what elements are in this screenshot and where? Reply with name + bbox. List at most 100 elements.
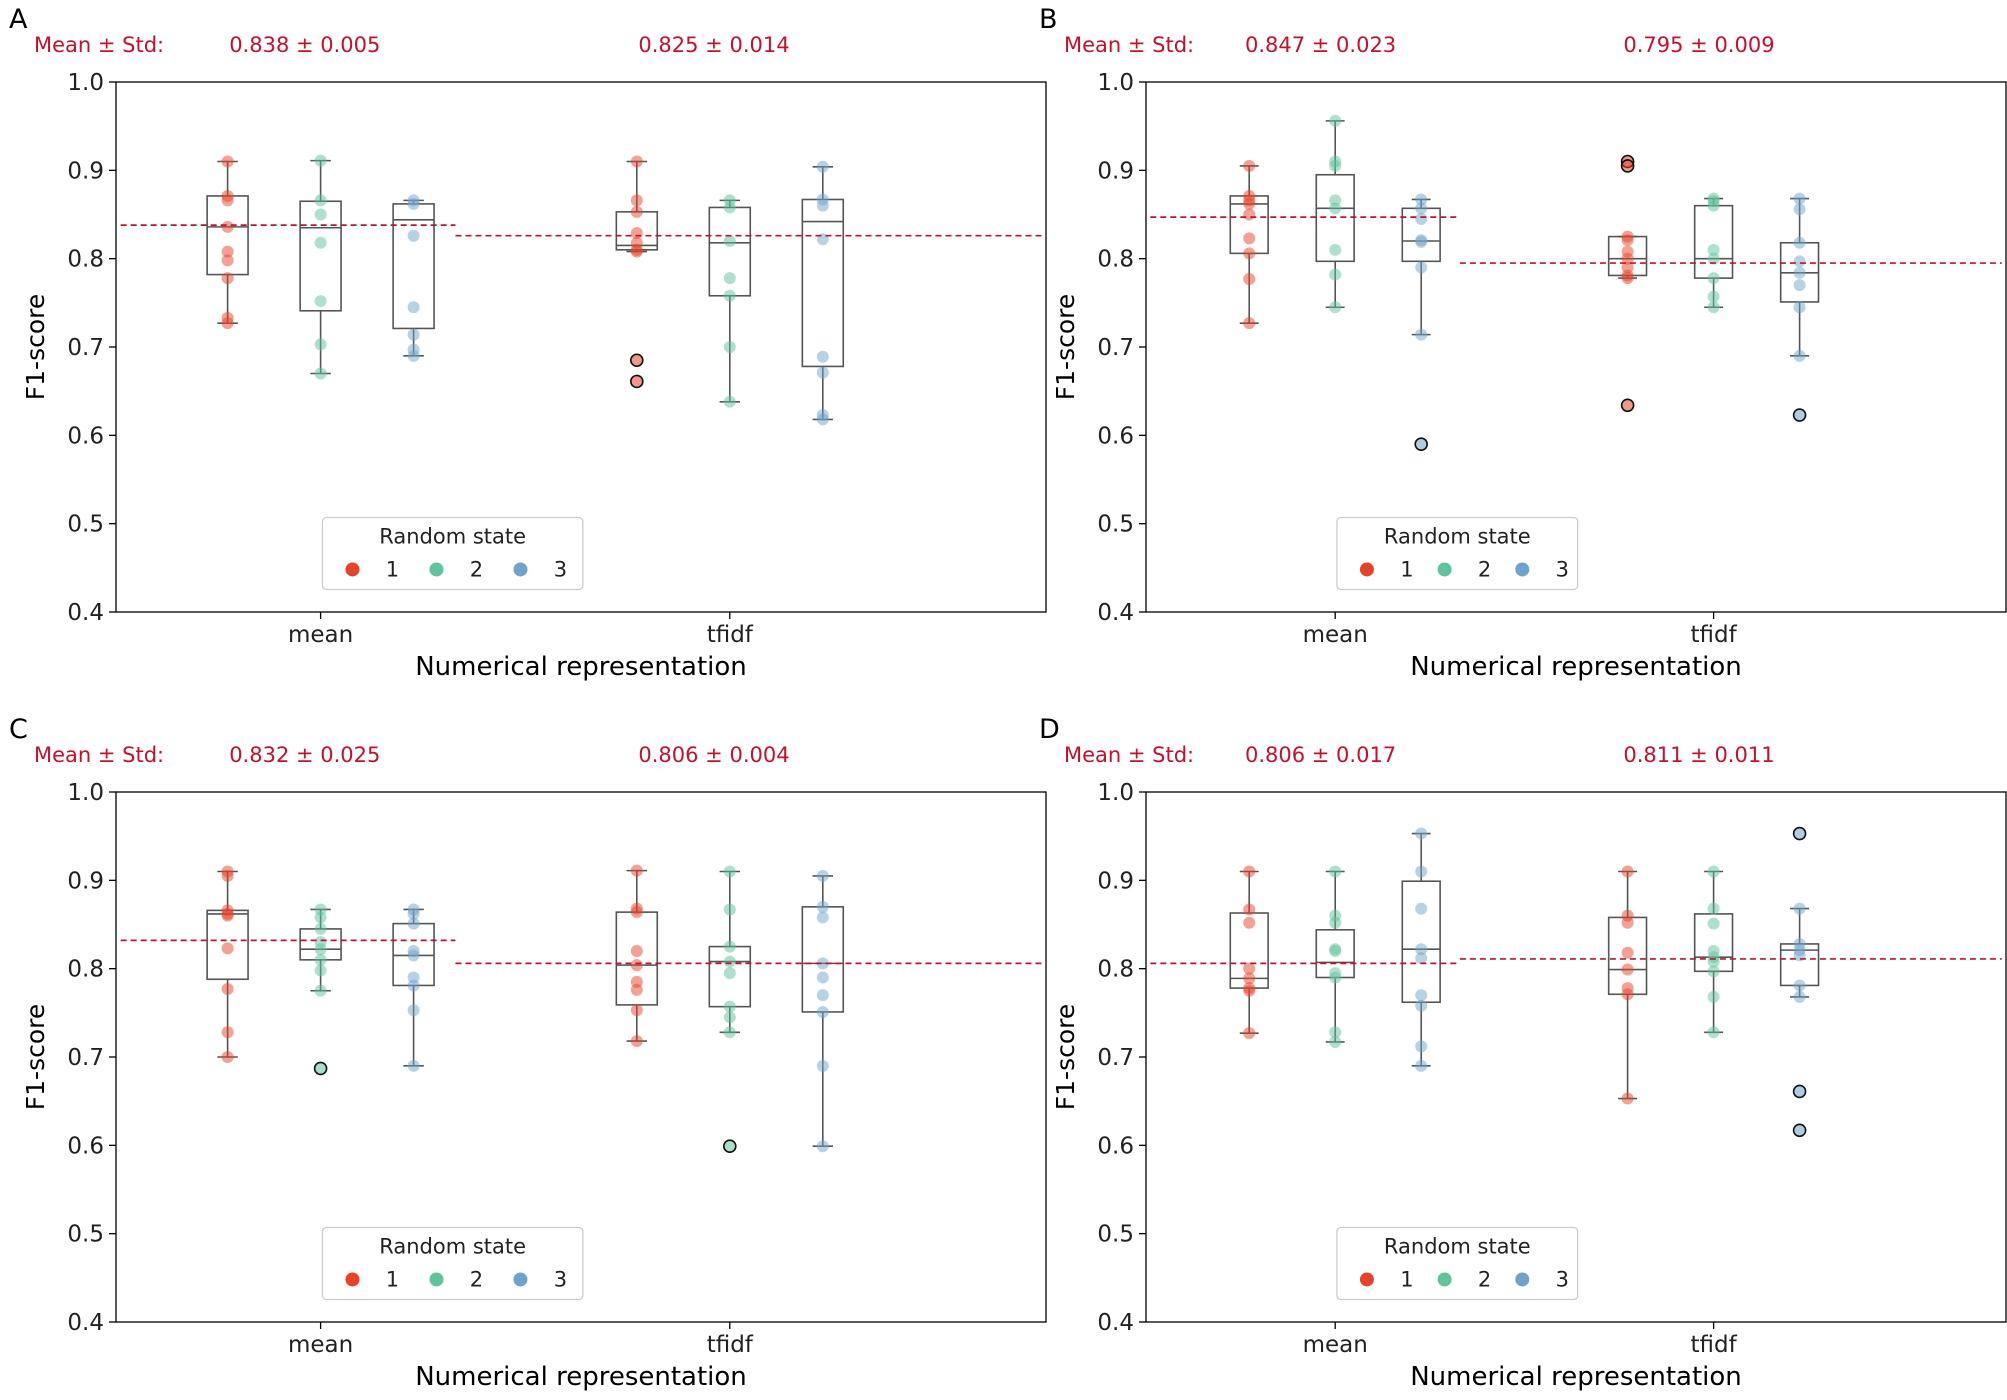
data-point bbox=[314, 208, 327, 221]
data-point bbox=[1793, 266, 1806, 279]
data-point bbox=[630, 155, 643, 168]
box-tfidf-series-2 bbox=[1693, 192, 1734, 314]
y-tick-label: 0.6 bbox=[1097, 423, 1134, 449]
legend-marker bbox=[1437, 562, 1452, 577]
data-point bbox=[1621, 916, 1634, 929]
legend-title: Random state bbox=[379, 1234, 526, 1258]
data-point bbox=[1621, 1092, 1634, 1105]
y-tick-label: 0.5 bbox=[1097, 512, 1134, 538]
data-point bbox=[314, 194, 327, 207]
legend-label: 1 bbox=[386, 557, 399, 581]
data-point bbox=[1329, 268, 1342, 281]
y-tick-label: 0.4 bbox=[67, 600, 104, 626]
legend-marker bbox=[345, 1272, 360, 1287]
box-tfidf-series-3 bbox=[1779, 826, 1820, 1138]
outlier-point bbox=[1414, 437, 1428, 451]
data-point bbox=[1707, 965, 1720, 978]
legend-label: 1 bbox=[1400, 557, 1413, 581]
data-point bbox=[1707, 902, 1720, 915]
box-iqr bbox=[1315, 173, 1355, 263]
legend-marker bbox=[1437, 1272, 1452, 1287]
data-point bbox=[1243, 197, 1256, 210]
data-point bbox=[816, 160, 829, 173]
data-point bbox=[1243, 232, 1256, 245]
data-point bbox=[723, 865, 736, 878]
data-point bbox=[1793, 349, 1806, 362]
data-point bbox=[630, 245, 643, 258]
data-point bbox=[314, 154, 327, 167]
x-tick-label: mean bbox=[288, 622, 353, 648]
data-point bbox=[1707, 199, 1720, 212]
box-mean-series-3 bbox=[392, 903, 435, 1072]
data-point bbox=[816, 413, 829, 426]
y-tick-label: 0.7 bbox=[67, 335, 104, 361]
data-point bbox=[314, 367, 327, 380]
data-point bbox=[630, 864, 643, 877]
mean-std-value: 0.838 ± 0.005 bbox=[229, 33, 380, 57]
box-mean-series-2 bbox=[299, 154, 342, 380]
data-point bbox=[723, 1000, 736, 1013]
y-tick-label: 0.4 bbox=[67, 1310, 104, 1336]
data-point bbox=[723, 272, 736, 285]
box-mean-series-1 bbox=[1229, 159, 1269, 330]
data-point bbox=[723, 1026, 736, 1039]
data-point bbox=[407, 301, 420, 314]
data-point bbox=[630, 205, 643, 218]
y-tick-label: 1.0 bbox=[1097, 70, 1134, 96]
data-point bbox=[723, 940, 736, 953]
y-axis-label: F1-score bbox=[21, 1004, 50, 1110]
data-point bbox=[1415, 827, 1428, 840]
box-mean-series-3 bbox=[1401, 193, 1441, 451]
data-point bbox=[630, 1035, 643, 1048]
box-iqr bbox=[1401, 880, 1441, 1004]
data-point bbox=[221, 254, 234, 267]
data-point bbox=[1243, 865, 1256, 878]
data-point bbox=[1415, 1040, 1428, 1053]
data-point bbox=[221, 909, 234, 922]
mean-std-value: 0.832 ± 0.025 bbox=[229, 743, 380, 767]
data-point bbox=[1621, 963, 1634, 976]
data-point bbox=[630, 945, 643, 957]
legend-marker bbox=[1359, 562, 1374, 577]
data-point bbox=[314, 338, 327, 351]
outlier-point bbox=[1792, 1123, 1807, 1138]
mean-std-value: 0.806 ± 0.004 bbox=[638, 743, 789, 767]
mean-std-label: Mean ± Std: bbox=[34, 33, 164, 57]
y-tick-label: 0.9 bbox=[1097, 868, 1134, 894]
box-tfidf-series-3 bbox=[801, 869, 845, 1153]
y-tick-label: 0.5 bbox=[67, 1222, 104, 1248]
data-point bbox=[407, 949, 420, 962]
data-point bbox=[314, 984, 327, 997]
data-point bbox=[407, 229, 420, 242]
y-tick-label: 0.7 bbox=[67, 1045, 104, 1071]
mean-std-label: Mean ± Std: bbox=[34, 743, 164, 767]
data-point bbox=[1707, 252, 1720, 265]
mean-std-value: 0.811 ± 0.011 bbox=[1623, 743, 1774, 767]
legend-label: 3 bbox=[554, 557, 567, 581]
data-point bbox=[1707, 1026, 1720, 1039]
x-tick-label: tfidf bbox=[1690, 622, 1737, 648]
data-point bbox=[1243, 916, 1256, 929]
data-point bbox=[1793, 192, 1806, 205]
data-point bbox=[221, 1051, 234, 1063]
data-point bbox=[1707, 290, 1720, 303]
data-point bbox=[1329, 202, 1342, 215]
box-tfidf-series-1 bbox=[615, 864, 659, 1048]
legend-label: 3 bbox=[554, 1267, 567, 1291]
data-point bbox=[1415, 943, 1428, 956]
data-point bbox=[816, 199, 829, 212]
data-point bbox=[1793, 279, 1806, 292]
data-point bbox=[1329, 945, 1342, 957]
data-point bbox=[1415, 999, 1428, 1012]
data-point bbox=[221, 155, 234, 168]
outlier-point bbox=[1792, 826, 1807, 841]
data-point bbox=[1415, 261, 1428, 274]
data-point bbox=[1707, 272, 1720, 285]
data-point bbox=[221, 194, 234, 207]
data-point bbox=[1793, 203, 1806, 216]
data-point bbox=[407, 1004, 420, 1017]
y-tick-label: 0.6 bbox=[67, 1133, 104, 1159]
legend-title: Random state bbox=[1384, 1234, 1531, 1258]
